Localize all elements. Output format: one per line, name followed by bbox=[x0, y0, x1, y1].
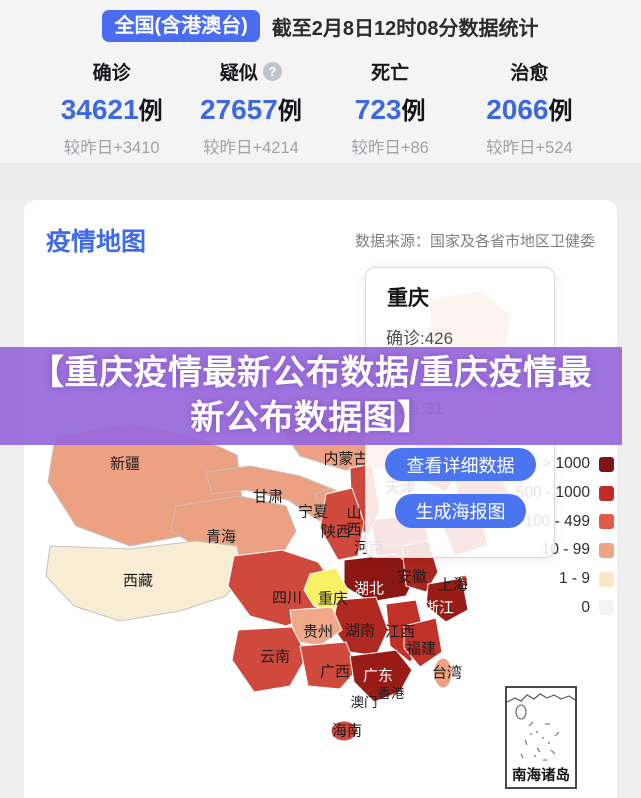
legend-swatch bbox=[599, 456, 614, 472]
legend-row: 1 - 9 bbox=[516, 565, 614, 594]
section-divider bbox=[0, 163, 641, 200]
map-card-header: 疫情地图 数据来源：国家及各省市地区卫健委 bbox=[24, 222, 617, 258]
stat-value: 34621例 bbox=[60, 94, 163, 126]
province-label-贵州: 贵州 bbox=[302, 623, 334, 641]
province-shape-xizang[interactable] bbox=[45, 540, 243, 622]
province-label-台湾: 台湾 bbox=[431, 664, 463, 682]
province-label-陕西: 陕西 bbox=[320, 523, 352, 541]
province-label-山西: 山西 bbox=[346, 504, 362, 538]
stat-label: 治愈 bbox=[510, 63, 549, 84]
data-source-note: 数据来源：国家及各省市地区卫健委 bbox=[354, 232, 595, 250]
watermark-overlay: 【重庆疫情最新公布数据/重庆疫情最 新公布数据图】 bbox=[0, 347, 622, 445]
province-shape-yunnan[interactable] bbox=[231, 626, 308, 693]
legend-swatch bbox=[599, 485, 614, 501]
stat-治愈: 治愈 2066例 较昨日+524 bbox=[460, 58, 599, 158]
province-shape-hainan[interactable] bbox=[330, 720, 358, 742]
top-bar: 全国(含港澳台) 截至2月8日12时08分数据统计 bbox=[0, 10, 641, 42]
province-label-广东: 广东 bbox=[362, 667, 394, 685]
province-shape-fujian[interactable] bbox=[403, 617, 443, 668]
legend-swatch bbox=[599, 600, 614, 616]
province-label-新疆: 新疆 bbox=[109, 455, 141, 473]
province-label-重庆: 重庆 bbox=[317, 590, 349, 608]
legend-label: 1 - 9 bbox=[558, 570, 590, 588]
stat-value: 2066例 bbox=[486, 94, 573, 126]
watermark-line-2: 新公布数据图】 bbox=[190, 399, 432, 437]
province-label-甘肃: 甘肃 bbox=[252, 488, 284, 506]
stat-delta: 较昨日+86 bbox=[351, 139, 429, 157]
province-label-安徽: 安徽 bbox=[396, 568, 428, 586]
province-label-湖北: 湖北 bbox=[353, 580, 385, 598]
stat-疑似: 疑似 ? 27657例 较昨日+4214 bbox=[181, 58, 320, 158]
province-label-浙江: 浙江 bbox=[423, 599, 455, 617]
stat-确诊: 确诊 34621例 较昨日+3410 bbox=[42, 58, 181, 158]
stat-value: 723例 bbox=[354, 94, 426, 126]
province-label-云南: 云南 bbox=[259, 648, 291, 666]
region-scope-badge[interactable]: 全国(含港澳台) bbox=[102, 10, 260, 42]
legend-swatch bbox=[599, 514, 614, 530]
province-label-海南: 海南 bbox=[331, 722, 363, 740]
stat-死亡: 死亡 723例 较昨日+86 bbox=[321, 58, 460, 158]
province-label-西藏: 西藏 bbox=[122, 572, 154, 590]
stat-value: 27657例 bbox=[199, 94, 302, 126]
province-shape-guangdong[interactable] bbox=[349, 649, 413, 703]
south-sea-inset-label: 南海诸岛 bbox=[512, 768, 570, 784]
south-sea-inset: 南海诸岛 bbox=[505, 686, 577, 789]
popup-city-name: 重庆 bbox=[387, 287, 429, 310]
map-section-title: 疫情地图 bbox=[46, 228, 147, 256]
stat-delta: 较昨日+3410 bbox=[63, 139, 160, 157]
south-sea-inset-map bbox=[506, 693, 576, 761]
province-shape-guangxi[interactable] bbox=[299, 641, 358, 690]
province-label-青海: 青海 bbox=[205, 528, 237, 546]
province-label-上海: 上海 bbox=[437, 576, 469, 594]
province-shape-zhejiang[interactable] bbox=[425, 577, 469, 623]
province-label-江西: 江西 bbox=[384, 623, 416, 641]
stat-label: 死亡 bbox=[371, 63, 410, 84]
stat-delta: 较昨日+524 bbox=[486, 139, 573, 157]
province-label-宁夏: 宁夏 bbox=[297, 503, 329, 521]
province-shape-shaanxi[interactable] bbox=[319, 487, 365, 561]
legend-row: 0 bbox=[516, 593, 614, 622]
province-label-福建: 福建 bbox=[405, 640, 437, 658]
generate-poster-button[interactable]: 生成海报图 bbox=[395, 494, 526, 528]
help-icon[interactable]: ? bbox=[262, 62, 282, 81]
view-detail-button[interactable]: 查看详细数据 bbox=[385, 448, 536, 481]
province-label-四川: 四川 bbox=[271, 589, 303, 607]
province-label-内蒙古: 内蒙古 bbox=[323, 450, 369, 468]
province-label-湖南: 湖南 bbox=[344, 622, 376, 640]
province-label-广西: 广西 bbox=[319, 663, 351, 681]
legend-swatch bbox=[599, 542, 614, 558]
legend-label: 0 bbox=[581, 598, 590, 616]
data-timestamp: 截至2月8日12时08分数据统计 bbox=[271, 17, 539, 40]
stats-row: 确诊 34621例 较昨日+3410 疑似 ? 27657例 较昨日+4214 … bbox=[0, 58, 641, 158]
legend-swatch bbox=[599, 571, 614, 587]
province-label-澳门: 澳门 bbox=[350, 695, 378, 710]
watermark-line-1: 【重庆疫情最新公布数据/重庆疫情最 bbox=[30, 354, 592, 392]
stat-label: 疑似 bbox=[219, 63, 258, 84]
province-label-香港: 香港 bbox=[377, 686, 405, 701]
stat-delta: 较昨日+4214 bbox=[202, 139, 299, 157]
province-shape-taiwan[interactable] bbox=[433, 657, 453, 689]
stat-label: 确诊 bbox=[92, 63, 131, 84]
popup-confirmed-count: 确诊:426 bbox=[386, 329, 454, 348]
